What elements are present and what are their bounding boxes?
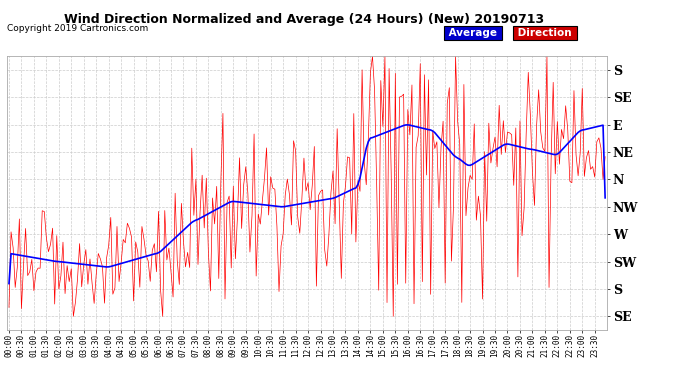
Text: Copyright 2019 Cartronics.com: Copyright 2019 Cartronics.com	[7, 24, 148, 33]
Text: Average: Average	[445, 28, 501, 38]
Text: Wind Direction Normalized and Average (24 Hours) (New) 20190713: Wind Direction Normalized and Average (2…	[63, 13, 544, 26]
Text: Direction: Direction	[514, 28, 575, 38]
